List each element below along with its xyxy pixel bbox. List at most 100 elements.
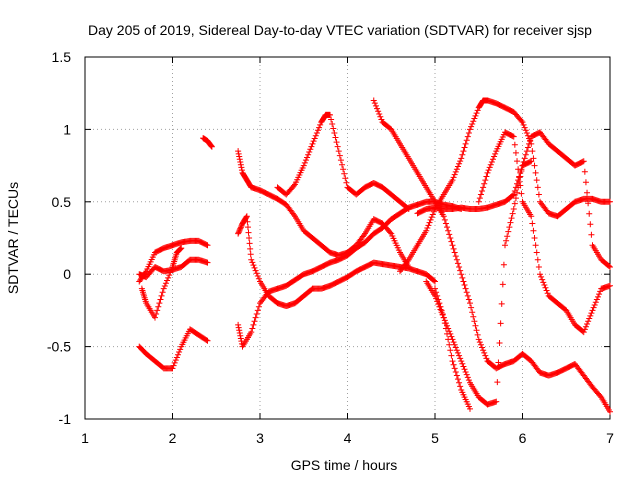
data-point [445,227,452,234]
data-point [587,221,594,228]
data-point [459,360,466,367]
data-point [463,137,470,144]
data-point [461,282,468,289]
data-point [476,339,483,346]
data-point [537,271,543,278]
data-point [509,210,516,217]
data-point [518,117,525,124]
data-point [464,133,471,140]
x-tick-label: 6 [519,430,527,446]
data-point [596,291,603,298]
data-point [464,374,471,381]
data-point [253,270,260,277]
data-point [467,300,473,307]
data-point [237,225,244,232]
data-point [582,323,589,330]
x-tick-label: 5 [431,430,439,446]
data-point [475,198,482,205]
data-point [496,339,503,346]
data-point [495,359,502,366]
data-point [165,274,172,281]
data-point [587,312,594,319]
data-point [237,332,244,339]
x-axis-label: GPS time / hours [291,457,398,473]
data-point [448,352,455,359]
data-point [482,352,489,359]
data-point [474,107,481,114]
data-point [476,195,483,202]
data-point [153,311,160,318]
data-point [245,229,252,236]
data-point [453,256,460,263]
data-point [509,133,516,140]
data-point [448,238,455,245]
data-point [450,339,457,346]
data-point [159,289,166,296]
data-point [460,148,467,155]
data-point [327,111,333,118]
data-point [404,258,411,265]
data-point [435,296,442,303]
data-point [454,376,461,383]
data-point [177,246,184,253]
series-arc-14 [475,129,613,336]
data-point [597,288,604,295]
data-point [456,352,463,359]
data-point [457,158,464,165]
data-point [314,127,321,134]
x-tick-label: 4 [344,430,352,446]
data-point [585,200,592,207]
data-point [523,148,530,155]
data-point [243,213,250,220]
data-point [607,282,613,289]
data-point [171,359,178,366]
data-point [424,225,431,232]
data-point [504,233,511,240]
data-point [447,347,454,354]
data-point [480,347,487,354]
data-point [310,138,317,145]
data-point [290,182,297,189]
data-point [438,307,445,314]
data-point [480,184,487,191]
data-point [441,216,448,223]
data-point [607,408,613,415]
data-point [430,277,437,284]
data-point [332,134,339,141]
data-point [425,222,432,229]
data-point [472,112,479,119]
data-point [302,157,309,164]
data-point [247,245,254,252]
data-point [521,155,528,162]
data-point [208,143,215,150]
data-point [512,195,519,202]
data-point [304,154,311,161]
data-point [516,173,523,180]
data-point [467,126,473,133]
data-point [483,355,490,362]
data-point [509,192,516,199]
data-point [204,242,211,249]
data-point [378,116,385,123]
data-point [514,180,521,187]
data-point [249,259,256,266]
series-arc-10 [370,97,613,415]
data-point [162,280,169,287]
data-point [511,187,518,194]
data-point [515,177,522,184]
data-point [467,405,473,412]
data-point [485,167,492,174]
data-point [157,296,164,303]
data-point [453,372,460,379]
data-point [249,325,256,332]
data-point [473,327,480,334]
data-point [237,158,244,165]
data-point [339,161,346,168]
data-point [484,169,491,176]
data-point [469,309,476,316]
data-point [158,292,165,299]
y-tick-label: 0.5 [52,194,72,210]
data-point [142,269,149,276]
data-point [539,276,546,283]
data-point [423,227,430,234]
